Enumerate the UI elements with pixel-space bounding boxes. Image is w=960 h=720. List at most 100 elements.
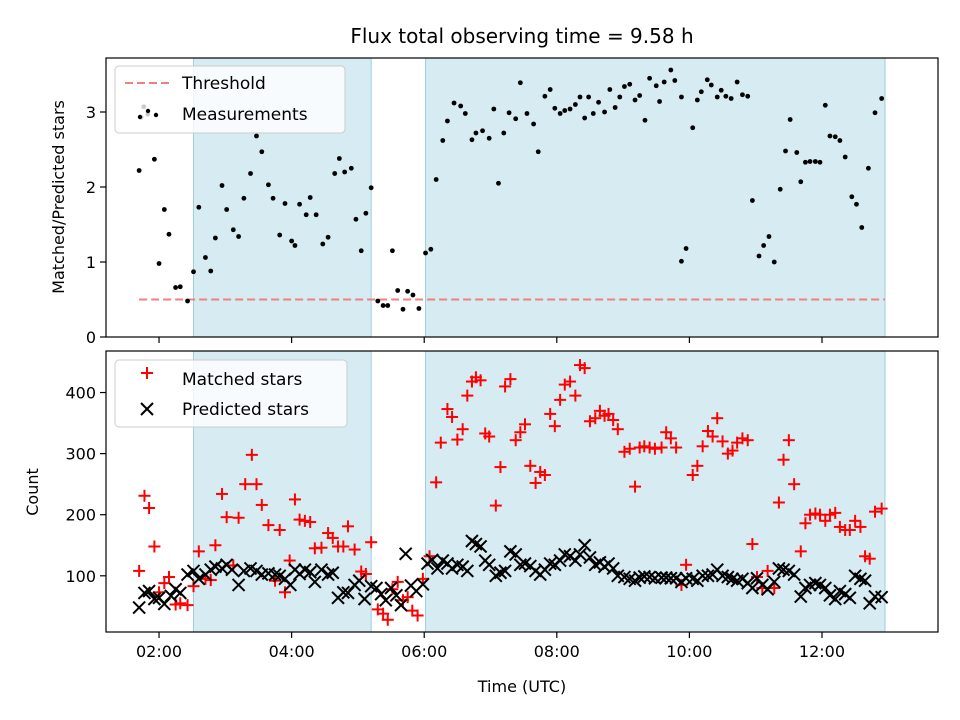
matched-star-point bbox=[716, 435, 729, 448]
matched-star-point bbox=[554, 393, 567, 406]
matched-star-point bbox=[391, 575, 404, 588]
matched-star-point bbox=[660, 426, 673, 439]
matched-star-point bbox=[220, 511, 233, 524]
predicted-star-point bbox=[425, 553, 439, 567]
predicted-star-point bbox=[577, 538, 592, 552]
measurement-point bbox=[698, 89, 704, 95]
predicted-star-point bbox=[430, 561, 445, 576]
legend-matched-swatch bbox=[141, 367, 153, 379]
predicted-star-point bbox=[268, 567, 282, 582]
measurement-point bbox=[313, 212, 319, 218]
y-tick-label: 0 bbox=[86, 328, 96, 347]
matched-star-point bbox=[192, 545, 205, 558]
measurement-point bbox=[325, 234, 331, 240]
predicted-star-point bbox=[721, 570, 735, 584]
matched-star-point bbox=[711, 412, 724, 425]
matched-star-point bbox=[451, 433, 464, 446]
measurement-point bbox=[266, 182, 271, 188]
predicted-star-point bbox=[794, 589, 808, 604]
x-tick-label: 10:00 bbox=[666, 642, 712, 661]
measurement-point bbox=[433, 177, 439, 182]
measurement-point bbox=[642, 117, 648, 123]
predicted-star-point bbox=[686, 572, 700, 586]
matched-star-point bbox=[589, 412, 602, 425]
matched-star-point bbox=[772, 496, 785, 509]
measurement-point bbox=[531, 121, 537, 127]
measurement-point bbox=[596, 99, 601, 105]
measurement-point bbox=[807, 159, 813, 164]
measurement-point bbox=[734, 79, 740, 85]
matched-star-point bbox=[216, 487, 229, 500]
matched-star-point bbox=[726, 444, 739, 457]
predicted-star-point bbox=[637, 569, 652, 584]
matched-star-point bbox=[504, 373, 517, 386]
measurement-point bbox=[440, 138, 446, 143]
matched-star-point bbox=[326, 531, 339, 544]
measurement-point bbox=[241, 195, 247, 201]
measurement-point bbox=[395, 288, 401, 293]
matched-star-point bbox=[638, 440, 651, 453]
measurement-point bbox=[679, 94, 684, 100]
measurement-point bbox=[191, 269, 196, 275]
measurement-point bbox=[405, 288, 411, 294]
predicted-star-point bbox=[482, 558, 496, 572]
measurement-point bbox=[859, 225, 865, 230]
matched-star-point bbox=[643, 441, 656, 454]
predicted-star-point bbox=[460, 564, 475, 578]
measurement-point bbox=[647, 75, 653, 81]
legend-predicted-swatch bbox=[140, 402, 154, 416]
measurement-point bbox=[690, 125, 696, 131]
predicted-star-point bbox=[701, 569, 715, 583]
predicted-star-point bbox=[606, 561, 620, 576]
measurement-point bbox=[292, 243, 298, 248]
measurement-point bbox=[542, 93, 548, 99]
bottom-legend-box bbox=[114, 359, 348, 428]
measurement-point bbox=[617, 94, 623, 100]
measurement-point bbox=[756, 253, 762, 259]
bottom-panel: 02:00 04:00 06:00 08:00 10:00 12:00 100 200 300… bbox=[23, 350, 939, 696]
measurement-point bbox=[602, 109, 607, 115]
legend-measurements-label: Measurements bbox=[182, 105, 308, 125]
matched-star-point bbox=[655, 441, 668, 454]
matched-star-point bbox=[483, 430, 496, 443]
y-tick-label: 200 bbox=[65, 506, 96, 525]
predicted-star-point bbox=[473, 539, 488, 554]
matched-star-point bbox=[456, 423, 469, 436]
predicted-star-point bbox=[498, 564, 512, 578]
predicted-star-point bbox=[843, 591, 857, 605]
measurement-point bbox=[428, 246, 434, 252]
measurement-point bbox=[668, 67, 674, 73]
matched-star-point bbox=[174, 597, 187, 610]
shaded-span bbox=[425, 58, 885, 337]
matched-star-point bbox=[273, 523, 286, 536]
bottom-plot-frame bbox=[105, 350, 939, 633]
measurement-point bbox=[783, 148, 788, 154]
matched-star-point bbox=[293, 513, 306, 526]
measurement-point bbox=[657, 99, 662, 104]
measurement-point bbox=[854, 201, 859, 207]
chart-title: Flux total observing time = 9.58 h bbox=[350, 24, 693, 48]
measurement-point bbox=[368, 185, 374, 191]
measurement-point bbox=[865, 165, 871, 171]
measurement-point bbox=[336, 156, 342, 161]
measurement-point bbox=[837, 138, 843, 143]
y-tick-label: 400 bbox=[65, 384, 96, 403]
measurement-point bbox=[185, 298, 190, 304]
measurement-point bbox=[637, 93, 643, 98]
measurement-point bbox=[679, 258, 684, 264]
measurement-point bbox=[358, 248, 364, 254]
matched-star-point bbox=[278, 586, 291, 599]
measurement-point bbox=[832, 134, 838, 140]
predicted-star-point bbox=[583, 550, 597, 565]
measurement-point bbox=[622, 84, 627, 89]
legend-matched-label: Matched stars bbox=[182, 370, 302, 390]
measurement-point bbox=[694, 97, 700, 103]
y-tick-label: 1 bbox=[86, 253, 96, 272]
measurement-point bbox=[586, 94, 592, 100]
matched-star-point bbox=[401, 591, 414, 604]
bottom-legend: Matched stars Predicted stars bbox=[114, 359, 348, 428]
measurement-point bbox=[445, 118, 450, 124]
matched-star-point bbox=[138, 489, 151, 502]
measurement-point bbox=[303, 212, 309, 218]
matched-star-point bbox=[441, 403, 454, 416]
